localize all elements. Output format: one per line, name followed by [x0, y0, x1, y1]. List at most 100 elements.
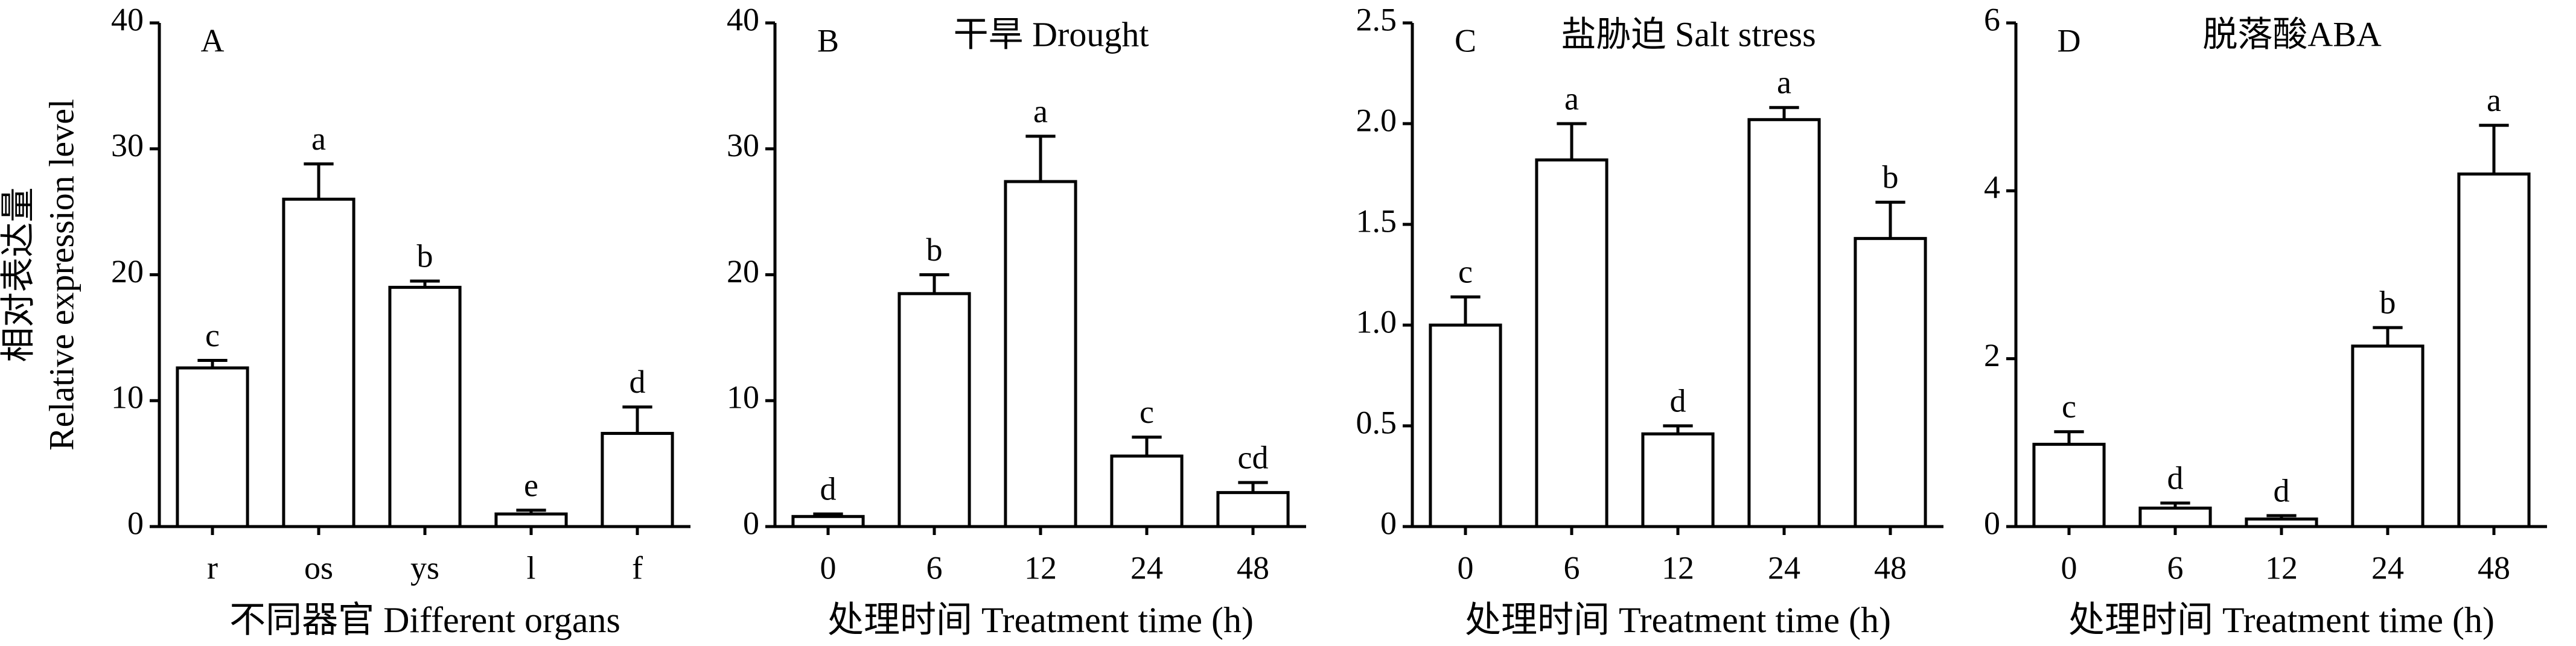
- x-tick-label: 0: [2061, 549, 2077, 586]
- error-bar: [2054, 430, 2084, 445]
- y-axis-label: Relative expression level: [42, 99, 81, 451]
- y-tick-label: 10: [727, 379, 759, 416]
- y-axis-label: 相对表达量: [0, 187, 37, 362]
- significance-letter: d: [630, 364, 646, 400]
- y-tick-label: 2: [1984, 337, 2000, 373]
- significance-letter: d: [2274, 472, 2290, 508]
- y-tick-label: 2.0: [1356, 102, 1397, 138]
- error-bar: [2479, 124, 2509, 174]
- x-tick-label: r: [207, 549, 218, 586]
- x-tick-label: f: [632, 549, 643, 586]
- x-tick-label: ys: [410, 549, 439, 586]
- significance-letter: e: [524, 467, 538, 503]
- error-bar: [622, 405, 652, 434]
- error-bar: [304, 162, 334, 200]
- error-bar: [2266, 514, 2297, 519]
- bar: [1110, 454, 1184, 528]
- bar: [388, 285, 462, 528]
- y-tick-label: 1.5: [1356, 203, 1397, 239]
- error-bar: [516, 508, 546, 515]
- error-bar: [1769, 106, 1799, 120]
- x-tick-label: 12: [1024, 549, 1057, 586]
- panel-title: 盐胁迫 Salt stress: [1561, 14, 1816, 54]
- significance-letter: c: [1458, 254, 1473, 290]
- bar: [1535, 158, 1608, 528]
- x-tick-label: 24: [2371, 549, 2404, 586]
- significance-letter: a: [311, 121, 326, 157]
- x-tick-label: 0: [1458, 549, 1474, 586]
- bar: [897, 292, 971, 528]
- x-tick-label: 48: [2478, 549, 2510, 586]
- y-tick-label: 30: [727, 127, 759, 163]
- significance-letter: cd: [1238, 439, 1269, 475]
- significance-letter: b: [2380, 285, 2396, 321]
- error-bar: [919, 273, 949, 294]
- x-tick-label: 6: [926, 549, 943, 586]
- y-tick-label: 40: [727, 1, 759, 37]
- significance-letter: a: [2487, 82, 2501, 118]
- bar: [601, 432, 674, 528]
- y-tick-label: 40: [111, 1, 144, 37]
- x-axis-label: 处理时间 Treatment time (h): [827, 600, 1254, 640]
- bar: [2245, 517, 2318, 528]
- x-axis-label: 处理时间 Treatment time (h): [1465, 600, 1891, 640]
- bar: [176, 366, 249, 528]
- y-tick-label: 20: [727, 253, 759, 290]
- significance-letter: c: [205, 317, 220, 353]
- x-tick-label: 24: [1768, 549, 1800, 586]
- panel-title: 脱落酸ABA: [2202, 14, 2382, 54]
- error-bar: [1663, 424, 1693, 434]
- bar: [1216, 491, 1290, 528]
- x-tick-label: 48: [1874, 549, 1907, 586]
- bar: [2138, 506, 2212, 528]
- error-bar: [2373, 326, 2403, 346]
- x-tick-label: 0: [820, 549, 837, 586]
- significance-letter: d: [2167, 460, 2184, 496]
- error-bar: [2160, 501, 2190, 508]
- x-tick-label: 48: [1237, 549, 1269, 586]
- y-tick-label: 30: [111, 127, 144, 163]
- x-tick-label: os: [304, 549, 333, 586]
- x-tick-label: l: [526, 549, 535, 586]
- y-tick-label: 10: [111, 379, 144, 416]
- error-bar: [1025, 135, 1056, 182]
- y-tick-label: 20: [111, 253, 144, 290]
- significance-letter: d: [820, 471, 837, 507]
- significance-letter: a: [1564, 80, 1579, 116]
- significance-letter: c: [2062, 388, 2076, 425]
- bar: [1641, 432, 1715, 528]
- bar: [1429, 323, 1502, 528]
- panel-label: C: [1455, 22, 1476, 59]
- bar: [791, 515, 865, 528]
- panel-label: A: [201, 22, 225, 59]
- error-bar: [1557, 122, 1587, 160]
- bar: [2351, 344, 2425, 528]
- y-tick-label: 0: [743, 505, 759, 541]
- significance-letter: a: [1033, 93, 1048, 129]
- significance-letter: c: [1140, 394, 1154, 430]
- bar: [282, 197, 355, 528]
- error-bar: [1238, 481, 1268, 493]
- panel-label: B: [817, 22, 839, 59]
- x-tick-label: 12: [1662, 549, 1694, 586]
- significance-letter: b: [417, 238, 433, 274]
- x-tick-label: 6: [1564, 549, 1580, 586]
- significance-letter: d: [1670, 382, 1686, 419]
- bar: [2457, 173, 2531, 528]
- y-tick-label: 0: [1380, 505, 1397, 541]
- x-tick-label: 6: [2167, 549, 2184, 586]
- x-axis-label: 不同器官 Different organs: [229, 600, 620, 640]
- bar: [1004, 180, 1077, 528]
- significance-letter: b: [926, 232, 943, 268]
- y-tick-label: 4: [1984, 169, 2000, 206]
- y-tick-label: 1.0: [1356, 303, 1397, 340]
- error-bar: [813, 512, 843, 517]
- error-bar: [1132, 435, 1162, 457]
- panel-label: D: [2058, 22, 2081, 59]
- error-bar: [197, 358, 228, 368]
- y-tick-label: 6: [1984, 1, 2000, 37]
- bar: [1854, 236, 1927, 528]
- significance-letter: a: [1777, 65, 1791, 101]
- error-bar: [1875, 200, 1905, 239]
